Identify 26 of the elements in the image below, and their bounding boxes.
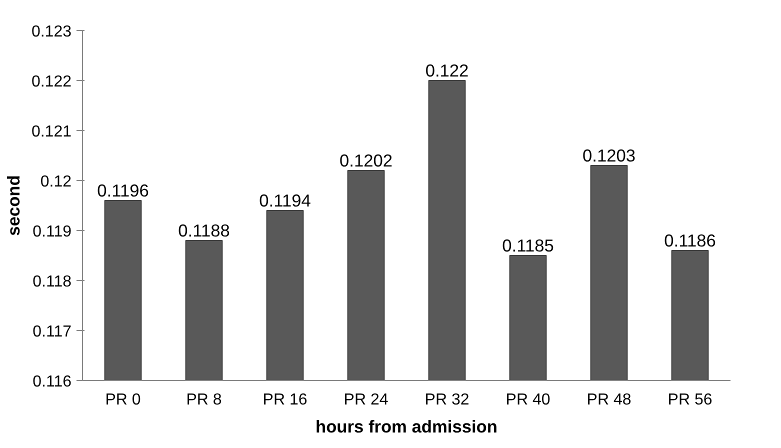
y-tick-label: 0.119 xyxy=(32,224,72,240)
y-tick-label: 0.122 xyxy=(31,74,72,90)
data-label: 0.122 xyxy=(425,60,469,80)
x-tick-label: PR 16 xyxy=(262,392,308,408)
x-tick-label: PR 0 xyxy=(105,392,141,408)
data-label: 0.1185 xyxy=(502,236,554,256)
data-label: 0.1194 xyxy=(259,190,312,210)
data-label: 0.1188 xyxy=(178,220,230,240)
y-tick-label: 0.12 xyxy=(40,174,72,190)
y-tick-label: 0.121 xyxy=(31,124,72,140)
x-tick-label: PR 32 xyxy=(424,392,470,408)
y-tick-label: 0.117 xyxy=(32,324,72,340)
y-tick-label: 0.118 xyxy=(32,274,72,290)
x-tick-label: PR 48 xyxy=(586,392,632,408)
data-label: 0.1203 xyxy=(582,146,636,166)
y-tick-label: 0.123 xyxy=(31,24,72,40)
x-tick-label: PR 56 xyxy=(668,392,712,408)
data-label: 0.1202 xyxy=(340,150,392,170)
x-tick-label: PR 24 xyxy=(344,392,388,408)
data-label: 0.1186 xyxy=(664,230,716,250)
y-tick-label: 0.116 xyxy=(32,374,72,390)
x-axis-title: hours from admission xyxy=(316,416,498,436)
x-tick-label: PR 40 xyxy=(506,392,550,408)
y-axis-title: second xyxy=(3,175,24,236)
data-label: 0.1196 xyxy=(97,180,149,200)
x-tick-label: PR 8 xyxy=(186,392,222,408)
